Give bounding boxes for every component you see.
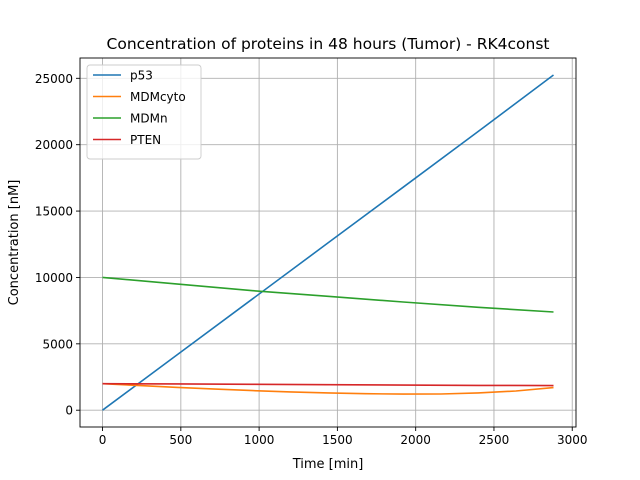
series-line-mdmn — [102, 276, 554, 313]
series-layer — [102, 74, 554, 411]
ticks: 0 500 1000 1500 2000 2500 3000 0 5000 10000 15000 2… — [35, 72, 588, 447]
y-axis-label: Concentration [nM] — [7, 180, 22, 306]
y-tick-label: 15000 — [35, 205, 73, 219]
legend-label: MDMn — [130, 112, 168, 126]
y-tick-label: 0 — [65, 404, 73, 418]
legend: p53 MDMcyto MDMn PTEN — [86, 64, 202, 160]
series-line-pten — [102, 382, 554, 387]
x-tick-label: 1000 — [244, 433, 275, 447]
x-tick-label: 2000 — [400, 433, 431, 447]
y-tick-label: 5000 — [42, 337, 73, 351]
series-line-mdmcyto — [102, 382, 554, 395]
x-axis-label: Time [min] — [292, 457, 364, 472]
x-tick-label: 0 — [99, 433, 107, 447]
x-tick-label: 1500 — [322, 433, 353, 447]
legend-label: MDMcyto — [130, 90, 186, 104]
legend-label: PTEN — [130, 133, 161, 147]
x-tick-label: 2500 — [479, 433, 510, 447]
legend-box — [86, 64, 202, 160]
y-tick-label: 25000 — [35, 72, 73, 86]
plot-border — [79, 57, 577, 428]
legend-label: p53 — [130, 69, 153, 83]
x-tick-label: 3000 — [557, 433, 588, 447]
y-tick-label: 20000 — [35, 138, 73, 152]
chart-title: Concentration of proteins in 48 hours (T… — [107, 35, 550, 53]
series-line-p53 — [102, 74, 554, 411]
x-tick-label: 500 — [169, 433, 192, 447]
y-tick-label: 10000 — [35, 271, 73, 285]
